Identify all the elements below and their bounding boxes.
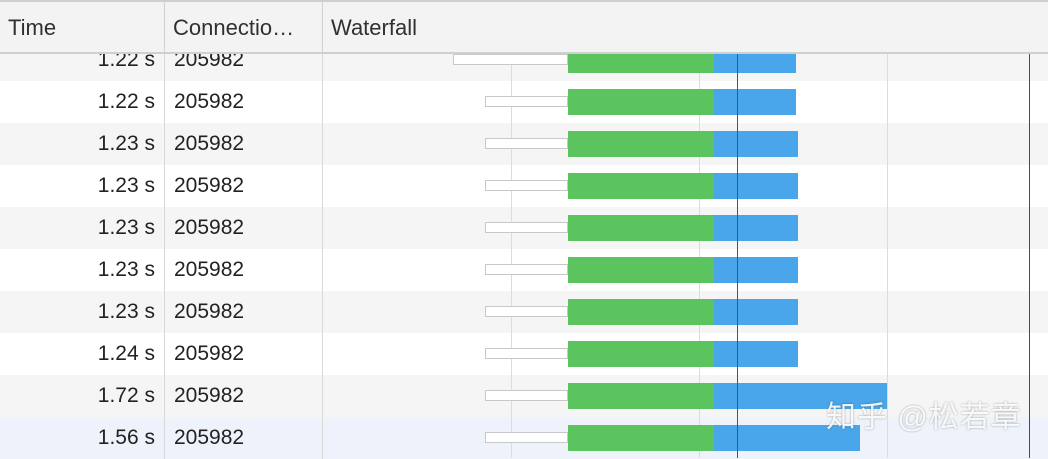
connection-cell: 205982 — [165, 249, 323, 291]
time-cell: 1.56 s — [0, 417, 165, 459]
queue-bar — [485, 264, 568, 275]
queue-bar — [453, 54, 568, 65]
time-cell: 1.22 s — [0, 81, 165, 123]
request-list: 1.22 s 205982 1.22 s 205982 1.23 s 205982 1.23… — [0, 39, 1048, 459]
table-row[interactable]: 1.23 s 205982 — [0, 249, 1048, 291]
grid-line — [699, 54, 700, 458]
dom-content-loaded-line — [737, 54, 738, 458]
connection-cell: 205982 — [165, 333, 323, 375]
download-bar — [714, 341, 798, 367]
waiting-bar — [568, 425, 714, 451]
connection-cell: 205982 — [165, 165, 323, 207]
table-row[interactable]: 1.72 s 205982 — [0, 375, 1048, 417]
table-row[interactable]: 1.23 s 205982 — [0, 165, 1048, 207]
column-header-waterfall[interactable]: Waterfall — [331, 15, 417, 40]
waiting-bar — [568, 131, 714, 157]
queue-bar — [485, 390, 568, 401]
watermark: 知乎 @松若章 — [826, 401, 1022, 434]
download-bar — [714, 173, 798, 199]
table-row[interactable]: 1.24 s 205982 — [0, 333, 1048, 375]
queue-bar — [485, 96, 568, 107]
table-header: Time Connectio… Waterfall — [0, 0, 1048, 54]
download-bar — [714, 425, 860, 451]
table-row[interactable]: 1.56 s 205982 — [0, 417, 1048, 459]
waiting-bar — [568, 299, 714, 325]
time-cell: 1.23 s — [0, 123, 165, 165]
download-bar — [714, 257, 798, 283]
time-cell: 1.72 s — [0, 375, 165, 417]
waiting-bar — [568, 257, 714, 283]
grid-line — [511, 54, 512, 458]
queue-bar — [485, 306, 568, 317]
time-cell: 1.23 s — [0, 291, 165, 333]
queue-bar — [485, 348, 568, 359]
download-bar — [714, 131, 798, 157]
table-row[interactable]: 1.23 s 205982 — [0, 207, 1048, 249]
download-bar — [714, 299, 798, 325]
connection-cell: 205982 — [165, 123, 323, 165]
connection-cell: 205982 — [165, 81, 323, 123]
waiting-bar — [568, 383, 714, 409]
download-bar — [714, 89, 796, 115]
waiting-bar — [568, 89, 714, 115]
download-bar — [714, 383, 887, 409]
waiting-bar — [568, 173, 714, 199]
table-row[interactable]: 1.23 s 205982 — [0, 291, 1048, 333]
time-cell: 1.23 s — [0, 165, 165, 207]
load-event-line — [1029, 54, 1030, 458]
waiting-bar — [568, 215, 714, 241]
table-row[interactable]: 1.23 s 205982 — [0, 123, 1048, 165]
time-cell: 1.23 s — [0, 249, 165, 291]
queue-bar — [485, 180, 568, 191]
connection-cell: 205982 — [165, 207, 323, 249]
grid-line — [887, 54, 888, 458]
time-cell: 1.24 s — [0, 333, 165, 375]
queue-bar — [485, 222, 568, 233]
connection-cell: 205982 — [165, 375, 323, 417]
queue-bar — [485, 138, 568, 149]
download-bar — [714, 215, 798, 241]
queue-bar — [485, 432, 568, 443]
connection-cell: 205982 — [165, 291, 323, 333]
table-row[interactable]: 1.22 s 205982 — [0, 81, 1048, 123]
connection-cell: 205982 — [165, 417, 323, 459]
column-header-connection[interactable]: Connectio… — [165, 2, 323, 54]
column-header-time[interactable]: Time — [0, 2, 165, 54]
time-cell: 1.23 s — [0, 207, 165, 249]
waiting-bar — [568, 341, 714, 367]
